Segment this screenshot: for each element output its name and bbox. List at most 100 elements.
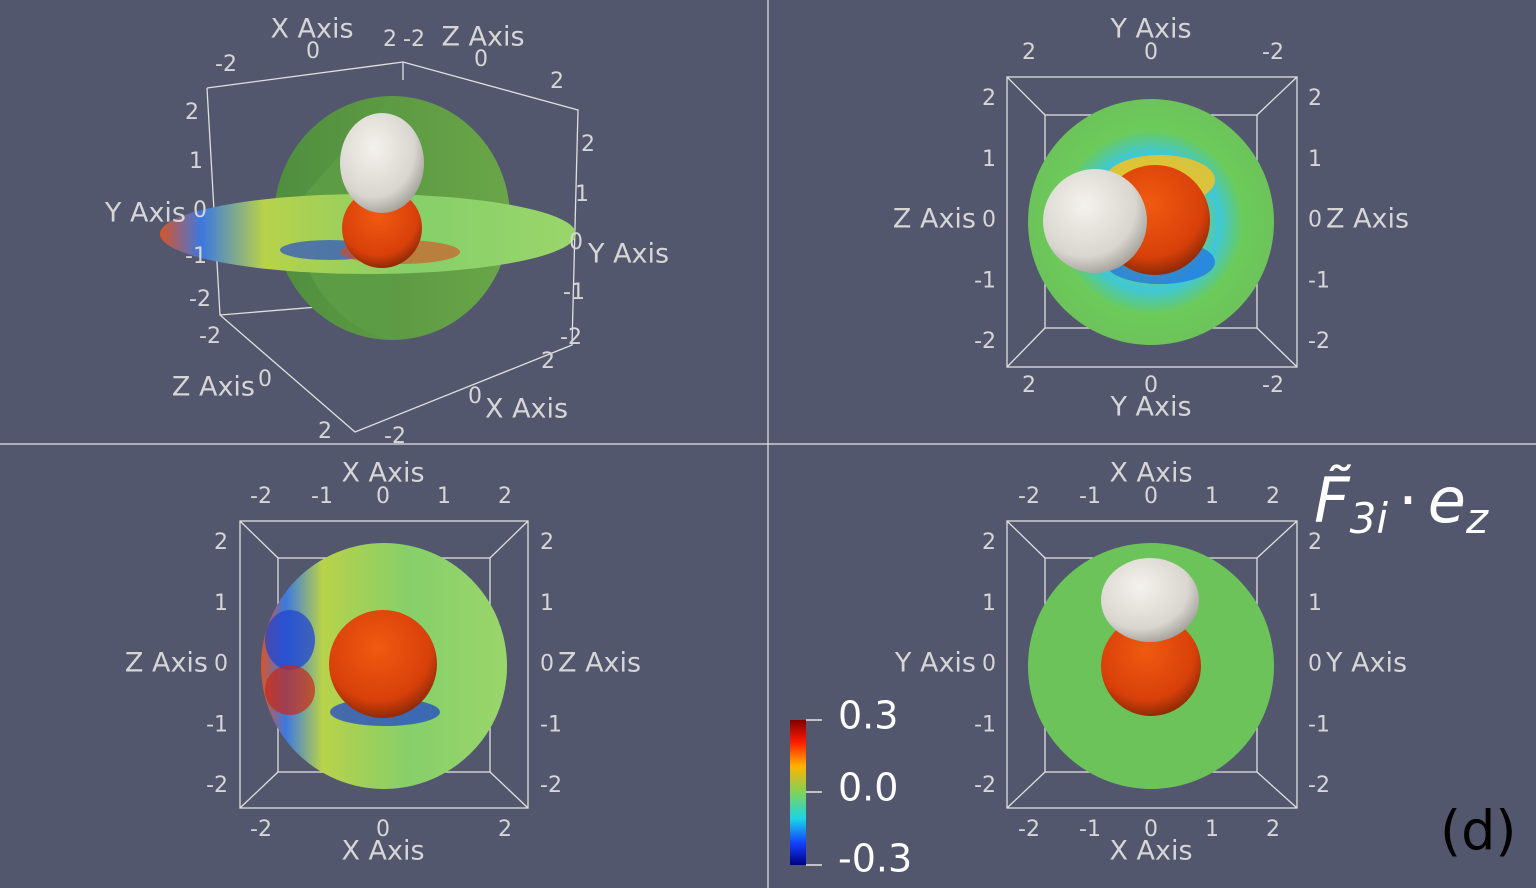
tick-label: -2 [1308, 329, 1330, 354]
colorbar-label: 0.3 [838, 694, 898, 738]
tick-label: 2 [1022, 40, 1036, 65]
tick-label: 2 [550, 69, 564, 94]
colorbar-label: 0.0 [838, 766, 898, 810]
tick-label: -2 [560, 325, 582, 350]
axis-label: X Axis [341, 836, 424, 867]
axis-label: Y Axis [104, 198, 186, 229]
tick-label: -2 [199, 324, 221, 349]
tick-label: 2 [1266, 484, 1280, 509]
tick-label: 1 [575, 182, 589, 207]
tick-label: 2 [982, 86, 996, 111]
tick-label: 2 [498, 484, 512, 509]
red-sphere [329, 610, 437, 718]
tick-label: 1 [540, 591, 554, 616]
tick-label: 1 [1205, 484, 1219, 509]
tick-label: -1 [563, 280, 585, 305]
tick-label: -2 [250, 817, 272, 842]
axis-label: X Axis [341, 458, 424, 489]
tick-label: 0 [569, 230, 583, 255]
axis-label: Y Axis [1109, 14, 1191, 45]
title-vector: e [1428, 464, 1466, 537]
tick-label: 2 [498, 817, 512, 842]
tick-label: -1 [185, 244, 207, 269]
title: F̃3i · ez [1314, 464, 1489, 542]
tick-label: 0 [982, 652, 996, 677]
axis-label: Z Axis [1326, 204, 1409, 235]
tick-label: 2 [581, 132, 595, 157]
tick-label: -2 [250, 484, 272, 509]
tick-label: 0 [540, 652, 554, 677]
tick-label: 1 [1308, 591, 1322, 616]
axis-label: Z Axis [893, 204, 976, 235]
title-subscript: 3i [1350, 494, 1389, 543]
axis-label: X Axis [270, 14, 353, 45]
tick-label: 0 [214, 652, 228, 677]
axis-label: X Axis [1109, 836, 1192, 867]
axis-label: Z Axis [441, 22, 524, 53]
tick-label: 0 [258, 367, 272, 392]
tick-label: 0 [1144, 373, 1158, 398]
tick-label: 1 [189, 149, 203, 174]
tick-label: -2 [974, 773, 996, 798]
tick-label: 0 [474, 47, 488, 72]
white-sphere [1043, 169, 1147, 273]
tick-label: 0 [376, 817, 390, 842]
axis-label: Y Axis [1325, 648, 1407, 679]
tick-label: -2 [974, 329, 996, 354]
red-sphere [1101, 616, 1201, 716]
tick-label: -1 [540, 712, 562, 737]
tick-label: 2 [1308, 86, 1322, 111]
tick-label: -1 [1079, 817, 1101, 842]
tick-label: 0 [1144, 484, 1158, 509]
tick-label: 0 [1308, 652, 1322, 677]
axis-label: Y Axis [894, 648, 976, 679]
axis-label: X Axis [485, 394, 568, 425]
tick-label: -2 [215, 52, 237, 77]
axis-label: Z Axis [172, 372, 255, 403]
tick-label: 0 [468, 384, 482, 409]
tick-label: 0 [193, 198, 207, 223]
tick-label: 2 [982, 530, 996, 555]
tick-label: -2 [189, 287, 211, 312]
tick-label: 2 [383, 27, 397, 52]
tick-label: 0 [1308, 208, 1322, 233]
tick-label: 1 [437, 484, 451, 509]
title-vector-subscript: z [1465, 494, 1489, 543]
tick-label: 2 [185, 100, 199, 125]
tick-label: 0 [1144, 40, 1158, 65]
colorbar-label: -0.3 [838, 837, 912, 881]
tick-label: 0 [1144, 817, 1158, 842]
slice-patch [265, 610, 315, 670]
tick-label: -1 [1079, 484, 1101, 509]
white-sphere [340, 113, 424, 213]
tick-label: 1 [214, 591, 228, 616]
tick-label: 0 [376, 484, 390, 509]
title-symbol: F̃ [1314, 464, 1351, 537]
tick-label: 1 [982, 591, 996, 616]
slice-patch [265, 665, 315, 715]
tick-label: -2 [1262, 373, 1284, 398]
tick-label: -1 [1308, 712, 1330, 737]
tick-label: -2 [1018, 484, 1040, 509]
tick-label: -1 [1308, 268, 1330, 293]
colorbar-ticks [806, 719, 822, 866]
tick-label: 1 [982, 147, 996, 172]
tick-label: -1 [974, 712, 996, 737]
tick-label: -2 [384, 424, 406, 449]
tick-label: 1 [1308, 147, 1322, 172]
title-operator: · [1398, 464, 1418, 537]
tick-label: 1 [1205, 817, 1219, 842]
tick-label: 2 [1266, 817, 1280, 842]
axis-label: Z Axis [558, 648, 641, 679]
colorbar [790, 720, 806, 865]
tick-label: -1 [974, 268, 996, 293]
tick-label: 2 [541, 349, 555, 374]
tick-label: -2 [206, 773, 228, 798]
tick-label: 2 [1022, 373, 1036, 398]
red-sphere [342, 188, 422, 268]
tick-label: 0 [306, 39, 320, 64]
panel-tag: (d) [1440, 800, 1516, 863]
tick-label: -2 [1018, 817, 1040, 842]
